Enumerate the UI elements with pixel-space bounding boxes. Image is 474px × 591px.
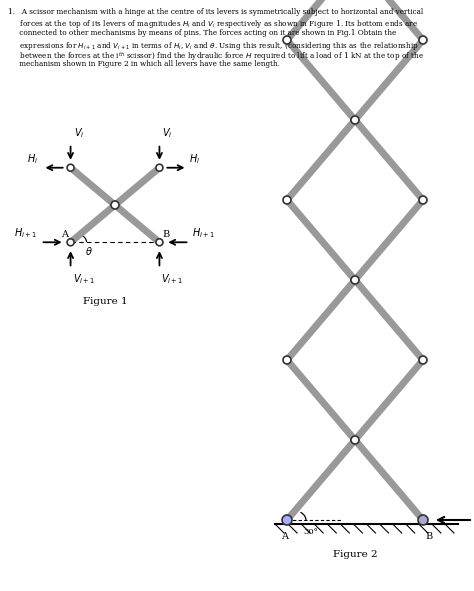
Text: A: A [61, 230, 68, 239]
Circle shape [419, 516, 427, 524]
Text: expressions for $H_{i+1}$ and $V_{i+1}$ in terms of $H_i$, $V_i$ and $\theta$. U: expressions for $H_{i+1}$ and $V_{i+1}$ … [8, 40, 419, 51]
Circle shape [283, 196, 291, 204]
Text: $H_{i+1}$: $H_{i+1}$ [14, 226, 37, 241]
Text: $H_i$: $H_i$ [190, 152, 201, 165]
Text: 1.   A scissor mechanism with a hinge at the centre of its levers is symmetrical: 1. A scissor mechanism with a hinge at t… [8, 8, 423, 16]
Circle shape [351, 116, 359, 124]
Text: $\theta$: $\theta$ [84, 245, 92, 257]
Circle shape [283, 36, 291, 44]
Circle shape [351, 276, 359, 284]
Circle shape [156, 239, 163, 246]
Text: $V_{i+1}$: $V_{i+1}$ [162, 272, 184, 286]
Circle shape [419, 196, 427, 204]
Text: $H_i$: $H_i$ [27, 152, 38, 165]
Circle shape [283, 516, 291, 524]
Circle shape [283, 356, 291, 364]
Text: mechanism shown in Figure 2 in which all levers have the same length.: mechanism shown in Figure 2 in which all… [8, 60, 280, 69]
Circle shape [156, 164, 163, 171]
Text: $H_{i+1}$: $H_{i+1}$ [192, 226, 216, 241]
Circle shape [111, 201, 119, 209]
Text: connected to other mechanisms by means of pins. The forces acting on it are show: connected to other mechanisms by means o… [8, 29, 396, 37]
Circle shape [282, 515, 292, 525]
Text: B: B [425, 532, 432, 541]
Text: between the forces at the i$^{th}$ scissor) find the hydraulic force $H$ require: between the forces at the i$^{th}$ sciss… [8, 50, 424, 63]
Text: $V_{i+1}$: $V_{i+1}$ [73, 272, 95, 286]
Text: Figure 1: Figure 1 [82, 297, 128, 306]
Circle shape [419, 356, 427, 364]
Circle shape [67, 239, 74, 246]
Text: forces at the top of its levers of magnitudes $H_i$ and $V_i$ respectively as sh: forces at the top of its levers of magni… [8, 18, 418, 31]
Text: $V_i$: $V_i$ [73, 126, 84, 139]
Text: $V_i$: $V_i$ [163, 126, 173, 139]
Circle shape [419, 36, 427, 44]
Text: Figure 2: Figure 2 [333, 550, 377, 559]
Text: A: A [282, 532, 289, 541]
Circle shape [418, 515, 428, 525]
Circle shape [67, 164, 74, 171]
Circle shape [351, 436, 359, 444]
Text: 30°: 30° [303, 528, 318, 536]
Text: B: B [163, 230, 170, 239]
